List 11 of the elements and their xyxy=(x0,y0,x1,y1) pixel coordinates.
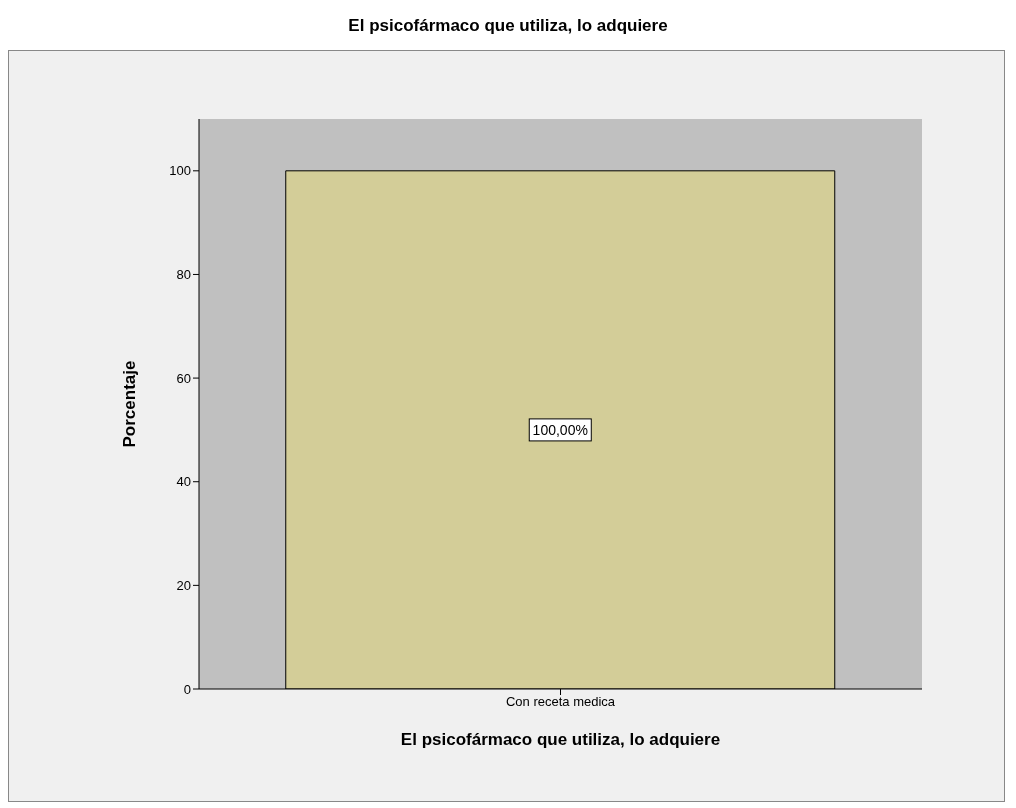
y-tick-label: 60 xyxy=(176,370,191,386)
y-tick-label: 80 xyxy=(176,267,191,283)
chart-title: El psicofármaco que utiliza, lo adquiere xyxy=(347,15,669,37)
x-axis-title: El psicofármaco que utiliza, lo adquiere xyxy=(400,730,721,750)
y-tick-label: 0 xyxy=(183,681,191,697)
y-tick-label: 20 xyxy=(176,577,191,593)
data-label: 100,00% xyxy=(532,421,588,438)
y-axis-title: Porcentaje xyxy=(120,360,140,448)
x-tick-label: Con receta medica xyxy=(505,694,616,710)
y-tick-label: 40 xyxy=(176,474,191,490)
y-tick-label: 100 xyxy=(169,163,191,179)
